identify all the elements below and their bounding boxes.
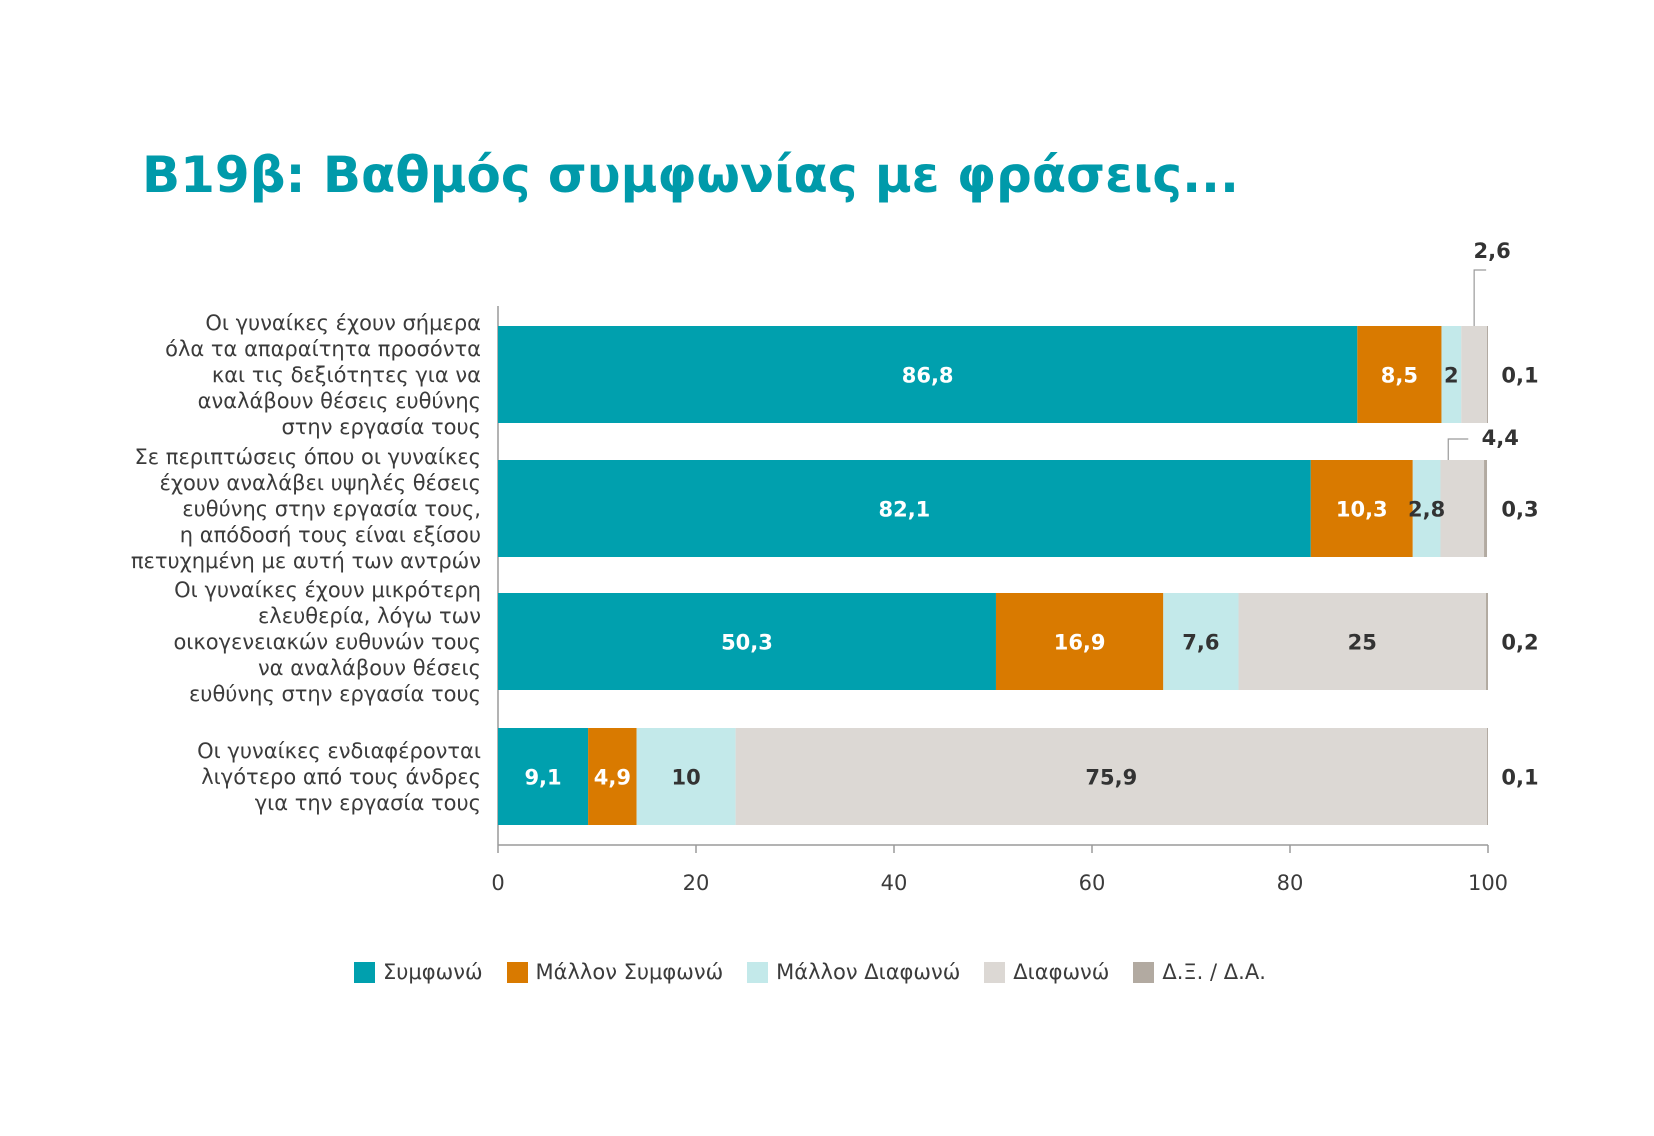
legend-item: Διαφωνώ <box>984 960 1109 984</box>
category-label-line: Οι γυναίκες έχουν σήμερα <box>205 310 481 335</box>
bar-segment <box>1484 460 1488 557</box>
data-label: 4,9 <box>594 766 631 790</box>
data-label: 75,9 <box>1085 766 1137 790</box>
legend-label: Δ.Ξ. / Δ.Α. <box>1162 960 1266 984</box>
category-label-line: Οι γυναίκες έχουν μικρότερη <box>174 577 481 602</box>
category-label-line: η απόδοσή τους είναι εξίσου <box>179 522 481 547</box>
category-label: Σε περιπτώσεις όπου οι γυναίκες έχουν ανα… <box>61 444 481 574</box>
bar-segment <box>498 326 1358 423</box>
legend-item: Δ.Ξ. / Δ.Α. <box>1133 960 1266 984</box>
legend-swatch <box>1133 961 1155 983</box>
callout-line <box>1473 269 1487 326</box>
data-label: 50,3 <box>721 631 773 655</box>
bar-segment <box>1163 593 1239 690</box>
data-label: 9,1 <box>524 766 561 790</box>
data-label: 2 <box>1444 364 1459 388</box>
bar-segment <box>498 728 589 825</box>
bar-segment <box>1461 326 1488 423</box>
category-label-line: ελευθερία, λόγω των <box>257 603 481 628</box>
legend-swatch <box>984 961 1006 983</box>
bar-segment <box>1441 326 1462 423</box>
bar-segment <box>735 728 1488 825</box>
data-label: 2,8 <box>1408 498 1445 522</box>
category-label: Οι γυναίκες έχουν σήμερα όλα τα απαραίτητ… <box>61 310 481 440</box>
legend-label: Διαφωνώ <box>1013 960 1110 984</box>
legend: Συμφωνώ Μάλλον Συμφωνώ Μάλλον Διαφωνώ Διαφω… <box>354 960 1266 984</box>
x-tick-label: 40 <box>881 871 908 895</box>
bar-segment <box>1310 460 1413 557</box>
data-label: 8,5 <box>1381 364 1418 388</box>
bar-segment <box>1412 460 1441 557</box>
legend-swatch <box>747 961 769 983</box>
category-label-line: έχουν αναλάβει υψηλές θέσεις <box>159 470 482 495</box>
data-label: 10,3 <box>1336 498 1388 522</box>
category-label: Οι γυναίκες έχουν μικρότερη ελευθερία, λό… <box>61 577 481 707</box>
category-label-line: για την εργασία τους <box>254 790 481 815</box>
x-tick-label: 0 <box>491 871 504 895</box>
bar-segment <box>498 593 996 690</box>
x-tick-label: 20 <box>683 871 710 895</box>
legend-item: Μάλλον Διαφωνώ <box>747 960 960 984</box>
legend-label: Μάλλον Διαφωνώ <box>776 960 961 984</box>
bar-segment <box>498 460 1311 557</box>
bar-segment <box>1487 728 1488 825</box>
bar-segment <box>1238 593 1487 690</box>
bar-segment <box>636 728 736 825</box>
category-label-line: Οι γυναίκες ενδιαφέρονται <box>197 738 481 763</box>
category-label-line: λιγότερο από τους άνδρες <box>201 764 481 789</box>
x-tick-label: 80 <box>1277 871 1304 895</box>
bar-segment <box>1357 326 1442 423</box>
legend-label: Μάλλον Συμφωνώ <box>535 960 724 984</box>
bar-segment <box>588 728 637 825</box>
callout-line <box>1447 438 1469 460</box>
data-label: 0,2 <box>1501 631 1538 655</box>
category-label-line: πετυχημένη με αυτή των αντρών <box>130 548 481 573</box>
legend-item: Συμφωνώ <box>354 960 483 984</box>
bar-segment <box>1486 593 1488 690</box>
data-label: 86,8 <box>902 364 954 388</box>
bar-segment <box>995 593 1164 690</box>
category-label: Οι γυναίκες ενδιαφέρονται λιγότερο από το… <box>61 738 481 816</box>
legend-swatch <box>506 961 528 983</box>
category-label-line: αναλάβουν θέσεις ευθύνης <box>197 388 481 413</box>
data-label: 10 <box>671 766 700 790</box>
data-label: 2,6 <box>1474 239 1511 263</box>
x-tick-label: 100 <box>1468 871 1508 895</box>
data-label: 25 <box>1348 631 1377 655</box>
category-label-line: και τις δεξιότητες για να <box>211 362 481 387</box>
chart-title: B19β: Βαθμός συμφωνίας με φράσεις... <box>142 146 1240 204</box>
category-label-line: ευθύνης στην εργασία τους <box>188 681 481 706</box>
data-label: 16,9 <box>1054 631 1106 655</box>
legend-label: Συμφωνώ <box>383 960 483 984</box>
data-label: 0,1 <box>1501 364 1538 388</box>
category-label-line: Σε περιπτώσεις όπου οι γυναίκες <box>134 444 481 469</box>
category-label-line: οικογενειακών ευθυνών τους <box>173 629 481 654</box>
category-label-line: στην εργασία τους <box>281 414 481 439</box>
data-label: 0,3 <box>1501 498 1538 522</box>
category-label-line: όλα τα απαραίτητα προσόντα <box>165 336 481 361</box>
bar-segment <box>1487 326 1488 423</box>
category-label-line: ευθύνης στην εργασία τους, <box>182 496 481 521</box>
x-tick-label: 60 <box>1079 871 1106 895</box>
data-label: 82,1 <box>878 498 930 522</box>
data-label: 0,1 <box>1501 766 1538 790</box>
data-label: 7,6 <box>1182 631 1219 655</box>
bar-segment <box>1440 460 1485 557</box>
legend-swatch <box>354 961 375 983</box>
data-label: 4,4 <box>1482 426 1519 450</box>
category-label-line: να αναλάβουν θέσεις <box>257 655 481 680</box>
legend-item: Μάλλον Συμφωνώ <box>506 960 724 984</box>
